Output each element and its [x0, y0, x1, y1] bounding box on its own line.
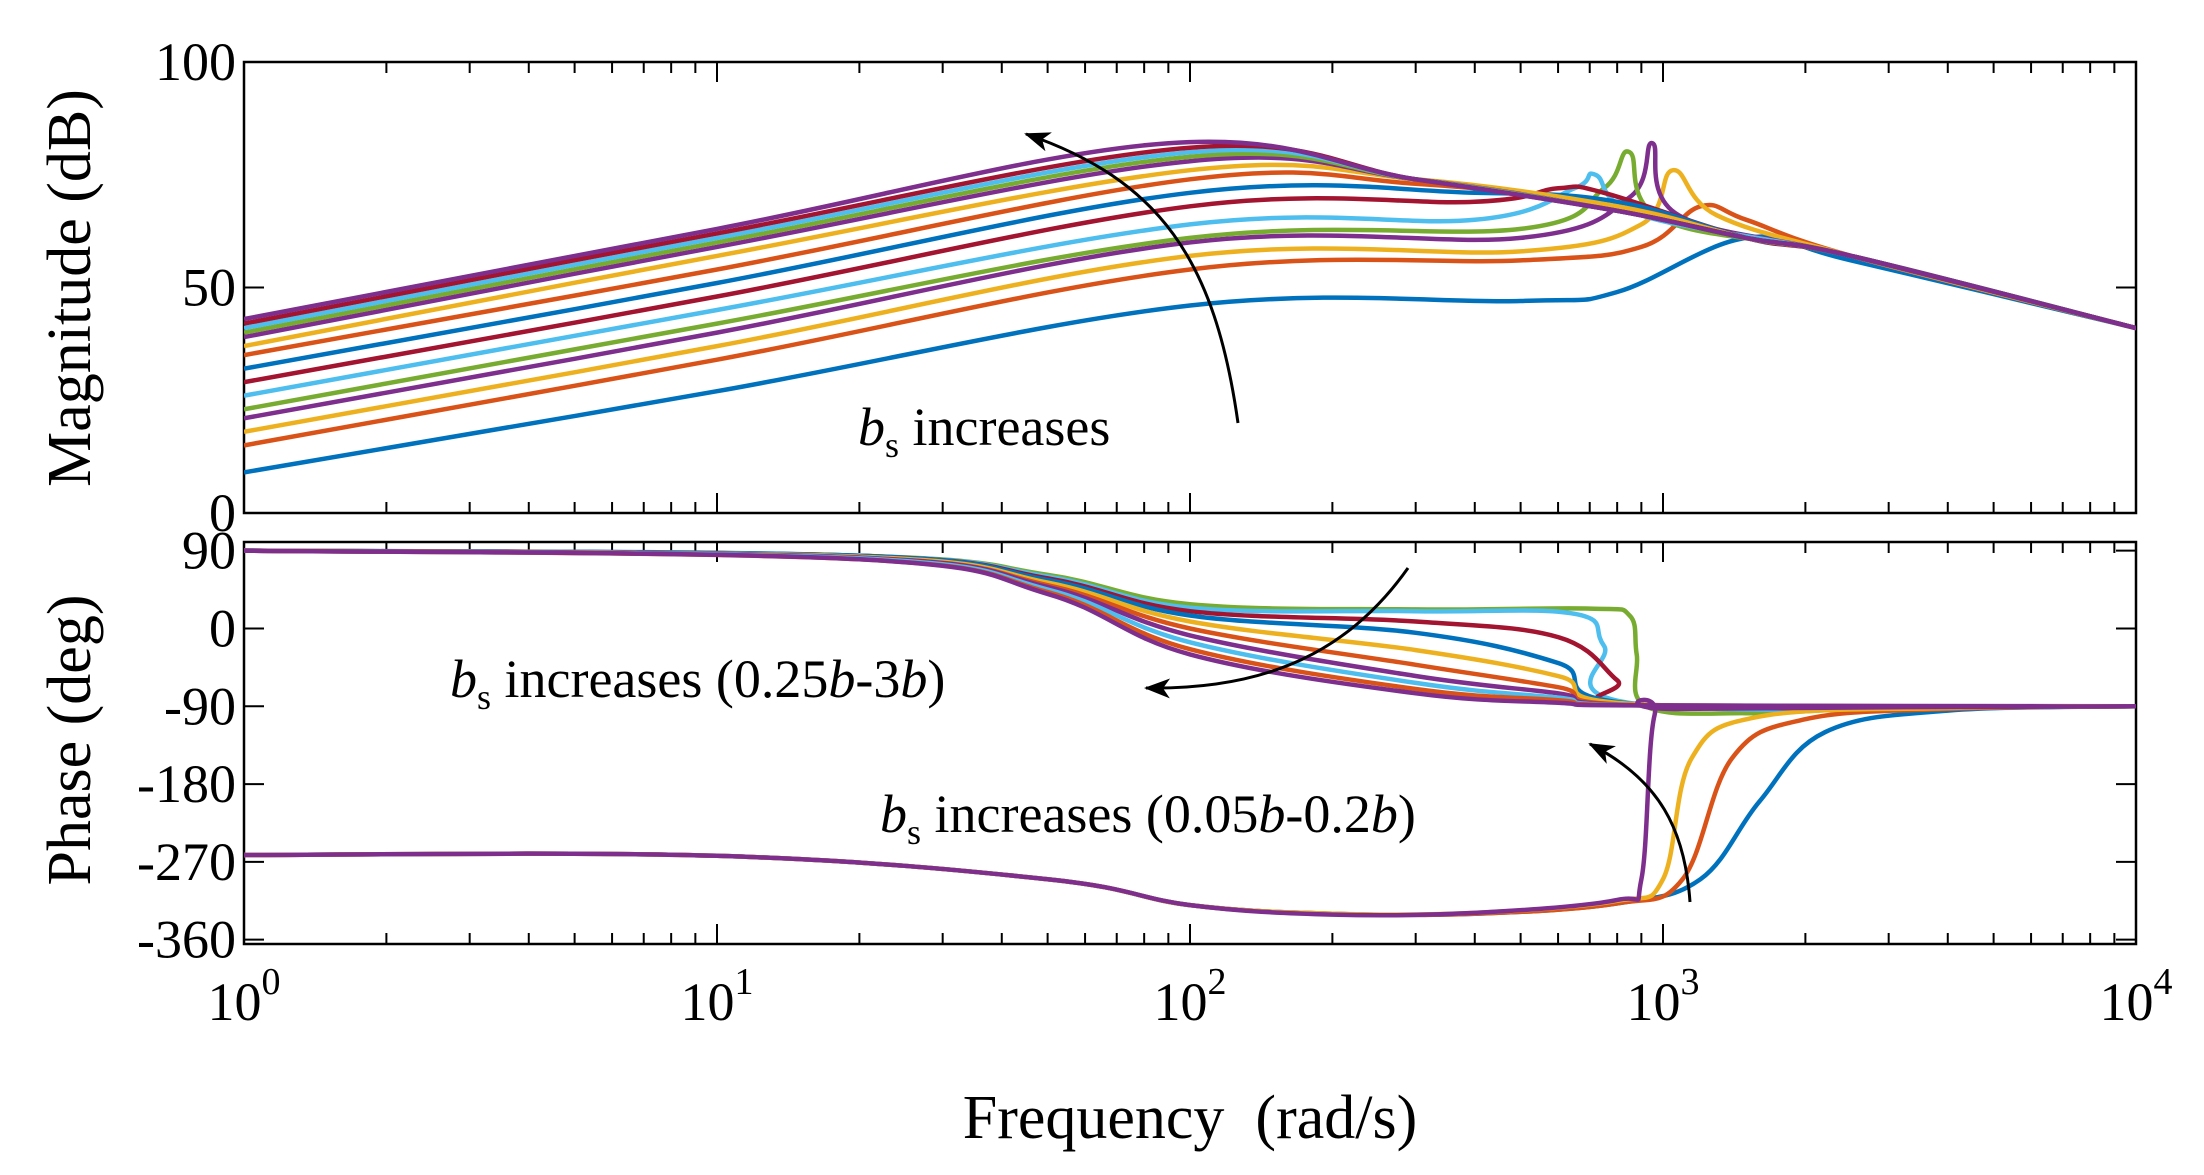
- magnitude-series-line: [244, 139, 2136, 331]
- magnitude-series: [244, 139, 2136, 475]
- magnitude-y-axis-label: Magnitude (dB): [36, 89, 104, 487]
- magnitude-panel: 0 50 100 Magnitude (dB) bs increases: [36, 32, 2138, 543]
- phase-y-tick-label: -90: [164, 676, 236, 736]
- magnitude-y-tick-label: 50: [182, 258, 236, 318]
- phase-y-tick-label: 90: [182, 521, 236, 581]
- phase-annotation-2-arrow: [1588, 742, 1692, 903]
- phase-annotation-1-arrow: [1144, 567, 1410, 699]
- phase-series-line: [244, 697, 2136, 918]
- magnitude-ticks: 0 50 100: [155, 32, 2136, 543]
- phase-ticks: 90 0 -90 -180 -270 -360: [137, 521, 2136, 970]
- phase-annotation-1-text: bs increases (0.25b-3b): [450, 649, 945, 717]
- x-tick-label: 102: [1154, 961, 1227, 1032]
- magnitude-series-line: [244, 234, 2136, 475]
- phase-y-tick-label: -270: [137, 832, 236, 892]
- phase-y-tick-label: -180: [137, 754, 236, 814]
- magnitude-series-line: [244, 155, 2136, 340]
- magnitude-y-tick-label: 100: [155, 32, 236, 92]
- magnitude-y-tick-label: 0: [209, 483, 236, 543]
- x-tick-label: 103: [1627, 961, 1700, 1032]
- phase-y-tick-label: -360: [137, 910, 236, 970]
- magnitude-annotation-text: bs increases: [858, 397, 1110, 465]
- phase-annotation-2-text: bs increases (0.05b-0.2b): [880, 784, 1416, 852]
- x-tick-label: 104: [2100, 961, 2173, 1032]
- x-axis-label: Frequency (rad/s): [963, 1084, 1418, 1152]
- x-tick-label: 101: [681, 961, 754, 1032]
- phase-y-axis-label: Phase (deg): [36, 595, 104, 886]
- magnitude-annotation-arrow: [1024, 132, 1240, 424]
- phase-y-tick-label: 0: [209, 598, 236, 658]
- x-tick-labels: 100 101 102 103 104: [208, 961, 2173, 1032]
- phase-series: [244, 548, 2136, 918]
- x-tick-label: 100: [208, 961, 281, 1032]
- phase-panel: 90 0 -90 -180 -270 -360 Phase (deg) bs increa…: [36, 521, 2138, 970]
- magnitude-axes-box: [242, 60, 2138, 515]
